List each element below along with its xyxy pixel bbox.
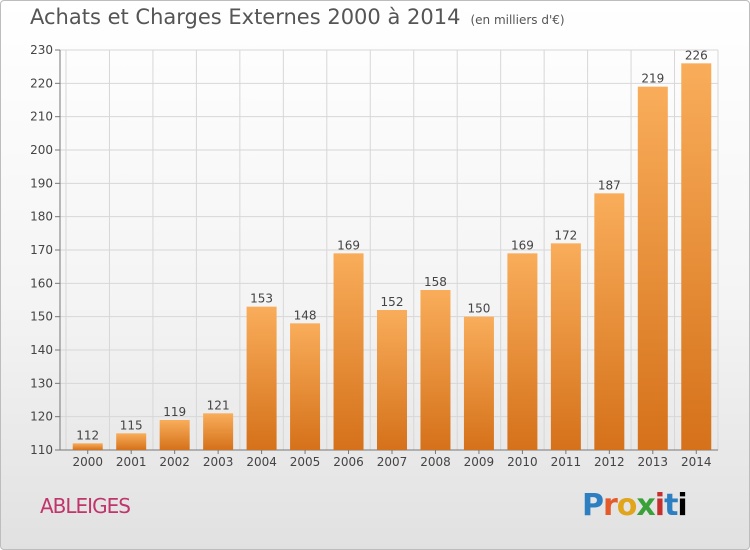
- y-tick-label: 210: [30, 110, 53, 124]
- y-tick-label: 220: [30, 76, 53, 90]
- value-label-2009: 150: [467, 302, 490, 316]
- y-tick-label: 150: [30, 310, 53, 324]
- value-label-2007: 152: [381, 295, 404, 309]
- x-tick-label-2013: 2013: [638, 455, 669, 469]
- x-tick-label-2001: 2001: [116, 455, 147, 469]
- value-label-2013: 219: [641, 72, 664, 86]
- x-tick-label-2002: 2002: [159, 455, 190, 469]
- x-tick-label-2012: 2012: [594, 455, 625, 469]
- y-tick-label: 190: [30, 176, 53, 190]
- bar-2010: [507, 253, 538, 450]
- place-name: ABLEIGES: [40, 494, 131, 518]
- value-label-2003: 121: [207, 398, 230, 412]
- y-tick-label: 160: [30, 276, 53, 290]
- x-tick-label-2008: 2008: [420, 455, 451, 469]
- x-tick-label-2000: 2000: [72, 455, 103, 469]
- value-label-2001: 115: [120, 418, 143, 432]
- x-tick-label-2006: 2006: [333, 455, 364, 469]
- bar-2012: [594, 193, 625, 451]
- x-tick-label-2005: 2005: [290, 455, 321, 469]
- x-tick-label-2003: 2003: [203, 455, 234, 469]
- x-tick-label-2010: 2010: [507, 455, 538, 469]
- y-tick-label: 230: [30, 43, 53, 57]
- bar-2014: [681, 63, 712, 450]
- value-label-2014: 226: [685, 48, 708, 62]
- x-tick-label-2014: 2014: [681, 455, 712, 469]
- x-tick-label-2009: 2009: [464, 455, 495, 469]
- x-tick-label-2004: 2004: [246, 455, 277, 469]
- value-label-2008: 158: [424, 275, 447, 289]
- bar-2001: [116, 433, 147, 450]
- value-label-2012: 187: [598, 178, 621, 192]
- x-tick-label-2011: 2011: [551, 455, 582, 469]
- proxiti-logo: Proxiti: [582, 488, 688, 523]
- value-label-2011: 172: [554, 228, 577, 242]
- bar-2005: [290, 323, 321, 450]
- bar-2007: [377, 310, 407, 450]
- chart-title-text: Achats et Charges Externes 2000 à 2014: [30, 5, 461, 29]
- value-label-2000: 112: [76, 428, 99, 442]
- chart-title-unit: (en milliers d'€): [470, 13, 565, 27]
- bar-2000: [72, 443, 103, 450]
- bar-2009: [463, 316, 494, 450]
- bar-2006: [333, 253, 364, 450]
- bar-2008: [420, 290, 451, 450]
- value-label-2002: 119: [163, 405, 186, 419]
- bar-2011: [550, 243, 581, 450]
- y-tick-label: 200: [30, 143, 53, 157]
- x-tick-label-2007: 2007: [377, 455, 408, 469]
- bar-2003: [203, 413, 234, 450]
- chart-title: Achats et Charges Externes 2000 à 2014 (e…: [30, 5, 565, 29]
- y-tick-label: 130: [30, 376, 53, 390]
- y-tick-label: 140: [30, 343, 53, 357]
- value-label-2005: 148: [294, 308, 317, 322]
- value-label-2006: 169: [337, 238, 360, 252]
- value-label-2010: 169: [511, 238, 534, 252]
- value-label-2004: 153: [250, 292, 273, 306]
- y-tick-label: 170: [30, 243, 53, 257]
- y-tick-label: 120: [30, 410, 53, 424]
- bar-2013: [637, 86, 668, 451]
- bar-2002: [159, 420, 190, 450]
- data-labels: 112 115 119 121 153 148 169 152 158 150 169 172 187 2…: [76, 48, 707, 442]
- y-tick-label: 110: [30, 443, 53, 457]
- y-tick-label: 180: [30, 210, 53, 224]
- bar-2004: [246, 306, 277, 450]
- bars: [72, 63, 712, 451]
